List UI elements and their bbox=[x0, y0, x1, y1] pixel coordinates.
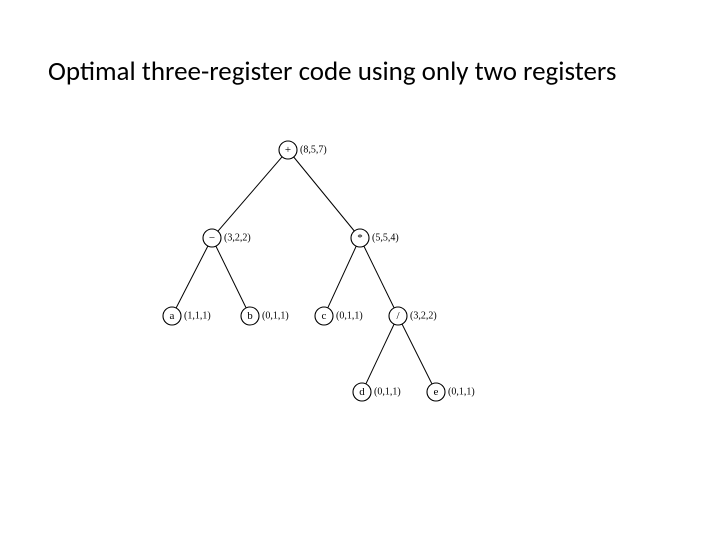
node-symbol: a bbox=[170, 310, 175, 322]
node-label: (3,2,2) bbox=[224, 232, 251, 243]
tree-node-c: c (0,1,1) bbox=[315, 307, 363, 325]
tree-node-e: e (0,1,1) bbox=[427, 383, 475, 401]
node-label: (8,5,7) bbox=[300, 144, 327, 155]
tree-edge bbox=[364, 246, 394, 308]
tree-edge bbox=[366, 324, 394, 384]
expression-tree: +(8,5,7)−(3,2,2)*(5,5,4)a(1,1,1)b(0,1,1)… bbox=[0, 0, 720, 540]
node-symbol: * bbox=[357, 232, 363, 244]
tree-edge bbox=[176, 246, 208, 308]
tree-edge bbox=[216, 246, 246, 308]
tree-node-root: + (8,5,7) bbox=[279, 141, 327, 159]
tree-node-d: d (0,1,1) bbox=[353, 383, 401, 401]
node-label: (0,1,1) bbox=[448, 386, 475, 397]
tree-node-b: b (0,1,1) bbox=[241, 307, 289, 325]
edges-layer bbox=[176, 157, 432, 384]
node-symbol: e bbox=[434, 386, 439, 398]
tree-node-minus: −(3,2,2) bbox=[203, 229, 251, 247]
node-label: (0,1,1) bbox=[336, 310, 363, 321]
node-label: (5,5,4) bbox=[372, 232, 399, 243]
node-label: (3,2,2) bbox=[410, 310, 437, 321]
tree-edge bbox=[218, 157, 282, 231]
node-symbol: + bbox=[285, 144, 291, 156]
node-label: (0,1,1) bbox=[262, 310, 289, 321]
nodes-layer: +(8,5,7)−(3,2,2)*(5,5,4)a(1,1,1)b(0,1,1)… bbox=[163, 141, 475, 401]
tree-node-a: a (1,1,1) bbox=[163, 307, 211, 325]
tree-edge bbox=[294, 157, 355, 231]
node-label: (1,1,1) bbox=[184, 310, 211, 321]
node-label: (0,1,1) bbox=[374, 386, 401, 397]
tree-node-star: * (5,5,4) bbox=[351, 229, 399, 247]
tree-edge bbox=[328, 246, 356, 308]
node-symbol: b bbox=[247, 310, 253, 322]
node-symbol: − bbox=[209, 232, 215, 244]
tree-node-slash: /(3,2,2) bbox=[389, 307, 437, 325]
node-symbol: c bbox=[322, 310, 327, 322]
tree-edge bbox=[402, 324, 432, 384]
node-symbol: d bbox=[359, 386, 365, 398]
